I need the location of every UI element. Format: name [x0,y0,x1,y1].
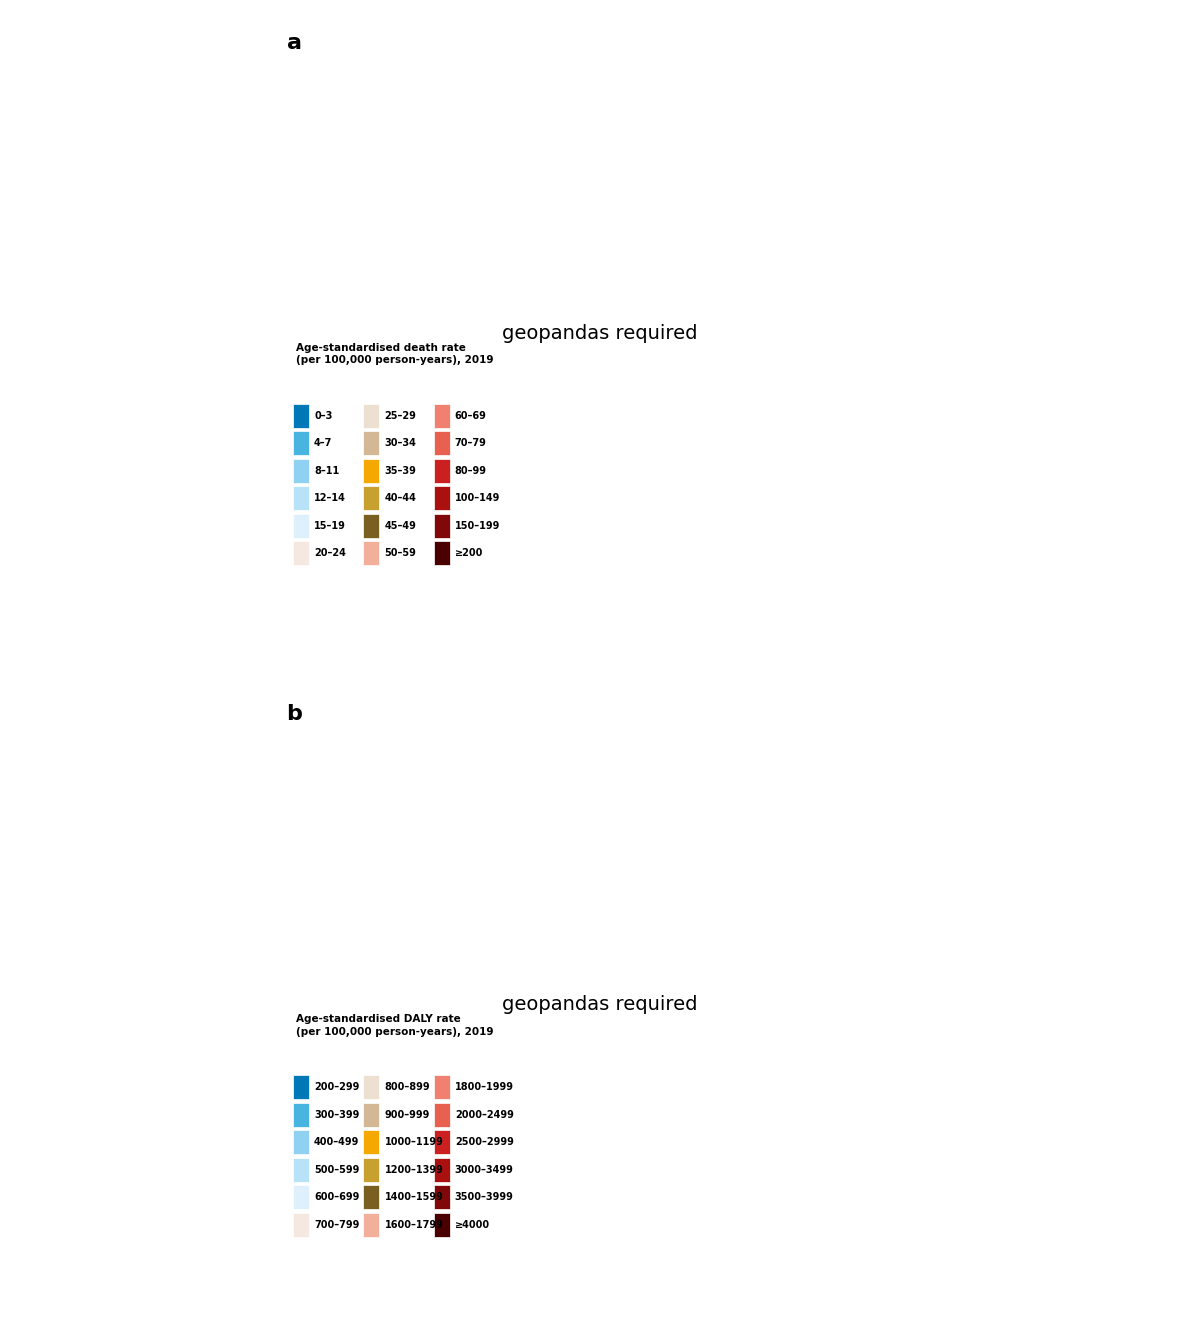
Text: 0–3: 0–3 [314,411,332,420]
FancyBboxPatch shape [433,1157,450,1181]
Text: 80–99: 80–99 [455,466,487,476]
Text: 1000–1199: 1000–1199 [384,1137,443,1147]
Text: 500–599: 500–599 [314,1165,360,1175]
FancyBboxPatch shape [293,514,308,538]
FancyBboxPatch shape [364,514,379,538]
Text: 2500–2999: 2500–2999 [455,1137,514,1147]
FancyBboxPatch shape [293,459,308,483]
FancyBboxPatch shape [293,1185,308,1210]
Text: 12–14: 12–14 [314,494,346,503]
FancyBboxPatch shape [433,1212,450,1238]
FancyBboxPatch shape [293,1076,308,1100]
FancyBboxPatch shape [293,404,308,428]
FancyBboxPatch shape [293,431,308,455]
FancyBboxPatch shape [364,1103,379,1127]
FancyBboxPatch shape [364,1131,379,1155]
FancyBboxPatch shape [364,459,379,483]
Text: ≥200: ≥200 [455,549,484,558]
Text: 50–59: 50–59 [384,549,416,558]
Text: 1400–1599: 1400–1599 [384,1192,443,1203]
Text: 8–11: 8–11 [314,466,340,476]
Text: 3500–3999: 3500–3999 [455,1192,514,1203]
FancyBboxPatch shape [293,1131,308,1155]
FancyBboxPatch shape [433,486,450,510]
Text: 150–199: 150–199 [455,520,500,531]
FancyBboxPatch shape [433,1131,450,1155]
Text: 70–79: 70–79 [455,439,487,448]
FancyBboxPatch shape [293,1103,308,1127]
Text: 700–799: 700–799 [314,1220,360,1230]
Text: 35–39: 35–39 [384,466,416,476]
Text: Age-standardised death rate
(per 100,000 person-years), 2019: Age-standardised death rate (per 100,000… [296,343,493,365]
FancyBboxPatch shape [364,486,379,510]
Text: 300–399: 300–399 [314,1109,360,1120]
Text: 400–499: 400–499 [314,1137,360,1147]
FancyBboxPatch shape [433,1103,450,1127]
FancyBboxPatch shape [433,459,450,483]
Text: 1200–1399: 1200–1399 [384,1165,443,1175]
Text: 900–999: 900–999 [384,1109,430,1120]
FancyBboxPatch shape [293,1212,308,1238]
FancyBboxPatch shape [293,486,308,510]
Text: 800–899: 800–899 [384,1082,430,1092]
Text: 1600–1799: 1600–1799 [384,1220,443,1230]
Text: Age-standardised DALY rate
(per 100,000 person-years), 2019: Age-standardised DALY rate (per 100,000 … [296,1014,493,1037]
Text: 4–7: 4–7 [314,439,332,448]
Text: 40–44: 40–44 [384,494,416,503]
Text: 600–699: 600–699 [314,1192,360,1203]
FancyBboxPatch shape [364,1076,379,1100]
FancyBboxPatch shape [364,1157,379,1181]
Text: 1800–1999: 1800–1999 [455,1082,514,1092]
Text: geopandas required: geopandas required [503,324,697,343]
FancyBboxPatch shape [433,1185,450,1210]
Text: b: b [287,704,302,724]
FancyBboxPatch shape [293,1157,308,1181]
FancyBboxPatch shape [364,1185,379,1210]
Text: 2000–2499: 2000–2499 [455,1109,514,1120]
Text: 3000–3499: 3000–3499 [455,1165,514,1175]
Text: 25–29: 25–29 [384,411,416,420]
Text: ≥4000: ≥4000 [455,1220,490,1230]
FancyBboxPatch shape [364,1212,379,1238]
Text: geopandas required: geopandas required [503,995,697,1014]
FancyBboxPatch shape [364,541,379,566]
Text: a: a [287,32,301,52]
FancyBboxPatch shape [433,1076,450,1100]
Text: 100–149: 100–149 [455,494,500,503]
Text: 15–19: 15–19 [314,520,346,531]
FancyBboxPatch shape [433,404,450,428]
FancyBboxPatch shape [364,404,379,428]
Text: 60–69: 60–69 [455,411,487,420]
Text: 200–299: 200–299 [314,1082,360,1092]
Text: 20–24: 20–24 [314,549,346,558]
FancyBboxPatch shape [364,431,379,455]
Text: 30–34: 30–34 [384,439,416,448]
FancyBboxPatch shape [433,541,450,566]
Text: 45–49: 45–49 [384,520,416,531]
FancyBboxPatch shape [433,431,450,455]
FancyBboxPatch shape [293,541,308,566]
FancyBboxPatch shape [433,514,450,538]
